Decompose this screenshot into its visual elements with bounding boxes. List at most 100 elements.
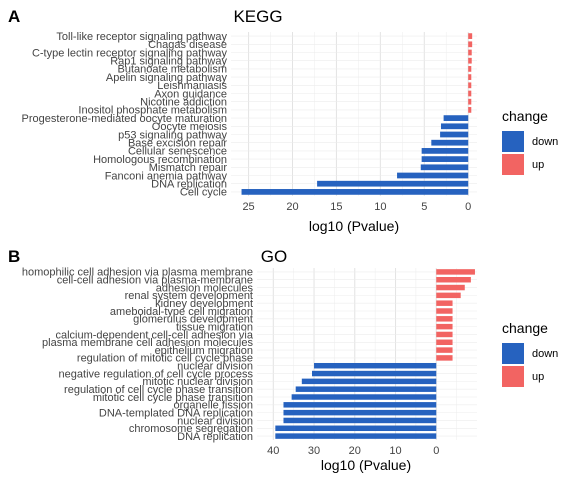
x-tick-label: 10 — [389, 445, 401, 457]
bar — [283, 409, 437, 416]
bar — [421, 156, 469, 162]
bar — [283, 402, 437, 408]
category-label: Toll-like receptor signaling pathway — [56, 31, 227, 43]
go-panel: B GO homophilic cell adhesion via plasma… — [8, 247, 558, 473]
legend-label: down — [532, 136, 558, 148]
bar — [436, 323, 453, 330]
category-label: Base excision repair — [128, 138, 227, 150]
category-label: homophilic cell adhesion via plasma memb… — [22, 267, 253, 279]
category-label: Homologous recombination — [93, 154, 227, 166]
bar — [436, 269, 475, 275]
bar — [468, 41, 473, 48]
bar — [314, 362, 437, 369]
category-label: DNA-templated DNA replication — [99, 407, 253, 419]
bar — [436, 300, 453, 306]
bar — [468, 107, 472, 113]
legend-title: change — [502, 320, 548, 336]
category-label: nuclear division — [177, 415, 253, 427]
category-label: regulation of mitotic cell cycle phase — [77, 353, 253, 365]
category-label: p53 signaling pathway — [118, 129, 227, 141]
category-label: negative regulation of cell cycle proces… — [59, 368, 254, 380]
bar — [443, 115, 469, 121]
go-bars — [275, 269, 475, 439]
bar — [436, 339, 453, 346]
legend-swatch — [502, 154, 524, 175]
category-label: Chagas disease — [148, 39, 227, 51]
kegg-tick-labels: 25 20 15 10 5 0 — [242, 201, 471, 213]
category-label: Mismatch repair — [149, 162, 228, 174]
category-label: mitotic nuclear division — [142, 376, 253, 388]
kegg-title: KEGG — [233, 7, 282, 26]
panel-letter-b: B — [8, 247, 20, 266]
bar — [468, 49, 472, 56]
bar — [291, 394, 437, 400]
kegg-category-labels: Toll-like receptor signaling pathwayChag… — [22, 31, 228, 199]
category-label: kidney development — [155, 298, 253, 310]
category-label: Rap1 signaling pathway — [110, 56, 227, 68]
x-tick-label: 15 — [330, 201, 342, 213]
bar — [468, 82, 472, 89]
legend-label: up — [532, 159, 544, 171]
legend-swatch — [502, 366, 524, 387]
legend-title: change — [502, 108, 548, 124]
panel-letter-a: A — [8, 7, 20, 26]
category-label: DNA replication — [151, 179, 227, 191]
category-label: Axon guidance — [154, 88, 227, 100]
category-label: calcium-dependent cell-cell adhesion via — [55, 329, 253, 341]
category-label: glomerulus development — [133, 314, 253, 326]
kegg-panel: A KEGG Toll-like receptor signaling path… — [8, 7, 558, 234]
category-label: Nicotine addiction — [140, 97, 227, 109]
x-tick-label: 0 — [433, 445, 439, 457]
legend-label: down — [532, 348, 558, 360]
kegg-bars — [241, 33, 473, 195]
category-label: ameboidal-type cell migration — [110, 306, 253, 318]
category-label: Cellular senescence — [128, 146, 227, 158]
bar — [275, 425, 437, 432]
bar — [275, 433, 437, 439]
bar — [468, 33, 473, 39]
bar — [440, 131, 469, 138]
category-label: C-type lectin receptor signaling pathway — [32, 47, 228, 59]
bar — [436, 308, 453, 314]
bar — [421, 148, 469, 154]
legend-swatch — [502, 343, 524, 364]
x-tick-label: 40 — [267, 445, 279, 457]
category-label: plasma membrane cell adhesion molecules — [42, 337, 253, 349]
bar — [468, 98, 472, 105]
x-tick-label: 20 — [349, 445, 361, 457]
bar — [397, 172, 469, 179]
go-x-axis-title: log10 (Pvalue) — [321, 457, 411, 473]
category-label: epithelium migration — [155, 345, 253, 357]
bar — [436, 316, 453, 322]
x-tick-label: 25 — [242, 201, 254, 213]
bar — [436, 355, 453, 361]
category-label: Inositol phosphate metabolism — [78, 105, 227, 117]
category-label: Progesterone-mediated oocyte maturation — [22, 113, 227, 125]
bar — [431, 139, 469, 146]
legend-swatch — [502, 131, 524, 152]
x-tick-label: 20 — [286, 201, 298, 213]
go-title: GO — [261, 247, 287, 266]
bar — [312, 370, 437, 377]
bar — [468, 90, 472, 97]
bar — [468, 57, 472, 64]
category-label: organelle fission — [174, 400, 254, 412]
bar — [440, 123, 469, 130]
go-legend: change down up — [502, 320, 558, 387]
bar — [241, 189, 469, 195]
x-tick-label: 30 — [308, 445, 320, 457]
kegg-x-axis-title: log10 (Pvalue) — [309, 218, 399, 234]
category-label: Fanconi anemia pathway — [105, 170, 228, 182]
bar — [420, 164, 469, 171]
bar — [468, 66, 472, 72]
category-label: Leishmaniasis — [157, 80, 227, 92]
category-label: DNA replication — [177, 431, 253, 443]
kegg-legend: change down up — [502, 108, 558, 175]
category-label: chromosome segregation — [129, 423, 253, 435]
bar — [436, 292, 461, 299]
kegg-plot-area — [231, 32, 477, 196]
bar — [436, 284, 465, 291]
category-label: regulation of cell cycle phase transitio… — [64, 384, 253, 396]
x-tick-label: 5 — [421, 201, 427, 213]
bar — [468, 74, 472, 80]
